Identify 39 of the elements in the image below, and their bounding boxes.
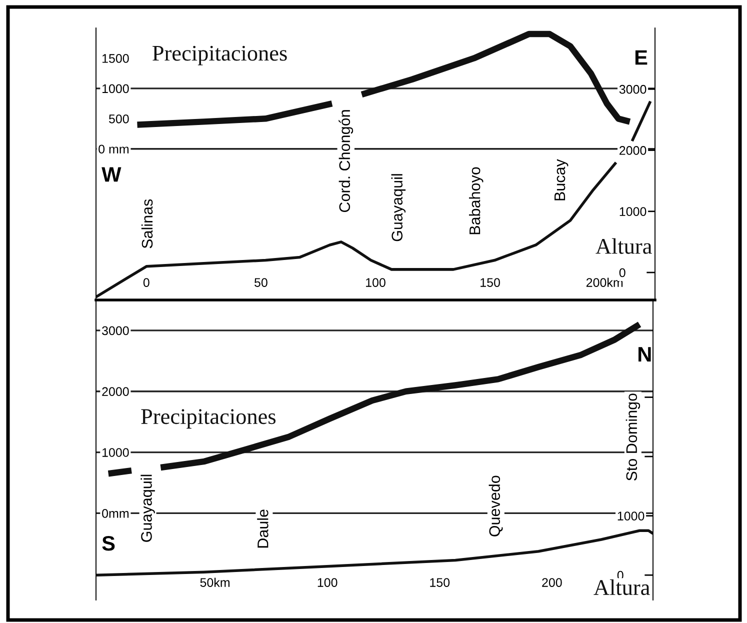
annotation: Guayaquil [391, 174, 406, 242]
annotation: S [102, 536, 115, 551]
y-tick-label: 0 mm [98, 144, 129, 154]
annotation: Salinas [141, 199, 153, 248]
x-tick-label: 100 [318, 578, 338, 587]
y2-tick-label: 1000 [618, 512, 644, 520]
y2-tick-label: 0 [619, 268, 626, 278]
x-tick-label: 150 [430, 578, 450, 587]
y-tick-label: 0mm [102, 509, 129, 518]
series-label: Altura [596, 238, 652, 254]
y-tick-label: 2000 [102, 387, 129, 396]
annotation: Cord. Chongón [338, 110, 354, 212]
x-tick-label: 150 [480, 278, 500, 287]
y-tick-label: 1000 [102, 448, 129, 457]
y-tick-label: 1000 [102, 84, 129, 94]
text: Precipitaciones [152, 46, 287, 66]
annotation: Bucay [554, 159, 568, 200]
annotation: Daule [257, 510, 268, 548]
x-tick-label: 100 [366, 278, 386, 287]
annotation: Sto Domingo [626, 394, 640, 481]
x-tick-label: 200 [542, 578, 562, 587]
x-tick-label: 50 [254, 278, 268, 287]
y-tick-label: 3000 [102, 326, 129, 336]
y2-tick-label: 2000 [620, 146, 646, 155]
annotation: E [635, 50, 648, 65]
annotation: Quevedo [488, 476, 503, 536]
y2-tick-label: 3000 [619, 84, 646, 94]
y-tick-label: 500 [108, 114, 129, 124]
x-tick-label: 200km [586, 278, 623, 287]
annotation: Guayaquil [140, 474, 155, 542]
annotation: Babahoyo [469, 167, 484, 234]
series-label: Precipitaciones [141, 409, 276, 429]
x-tick-label: 50km [200, 578, 230, 587]
series-label: Altura [594, 579, 650, 596]
annotation: N [638, 347, 651, 362]
annotation: W [102, 167, 122, 182]
y2-tick-label: 1000 [620, 207, 646, 216]
y-tick-label: 1500 [102, 54, 129, 63]
x-tick-label: 0 [143, 278, 150, 287]
